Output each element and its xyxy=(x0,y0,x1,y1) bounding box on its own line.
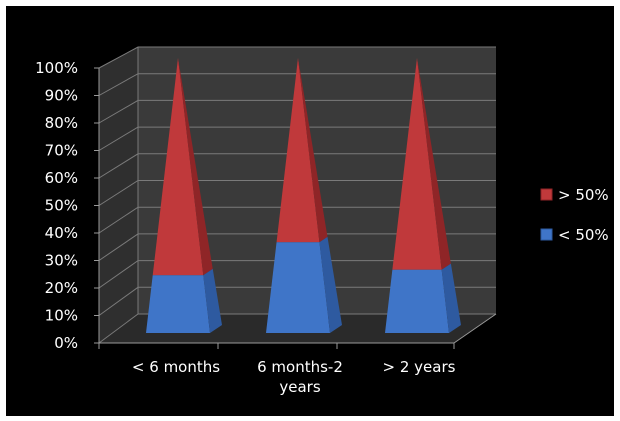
pyramid-upper-side xyxy=(178,58,213,276)
x-category-label: < 6 months xyxy=(132,358,220,376)
pyramids xyxy=(146,58,461,333)
y-tick-label: 100% xyxy=(35,59,78,77)
legend-label: < 50% xyxy=(558,226,609,244)
pyramid xyxy=(266,58,342,333)
pyramid-upper-front xyxy=(392,58,442,270)
x-category-label-line: 6 months-2 xyxy=(257,358,343,376)
pyramid-upper-front xyxy=(276,58,320,243)
x-category-label-line: < 6 months xyxy=(132,358,220,376)
y-tick-label: 30% xyxy=(45,252,78,270)
pyramid-upper-side xyxy=(417,58,451,270)
pyramid-chart: 0% 10% 20% 30% 40% 50% 60% 70% 80% 90% 100% < 6 mo… xyxy=(35,46,609,396)
pyramid-lower-side xyxy=(441,263,461,333)
pyramid-lower-front xyxy=(266,242,330,333)
y-tick-label: 80% xyxy=(45,114,78,132)
y-tick-label: 60% xyxy=(45,169,78,187)
y-tick-label: 20% xyxy=(45,279,78,297)
x-category-label: 6 months-2 years xyxy=(257,358,343,396)
x-category-label: > 2 years xyxy=(383,358,456,376)
x-category-label-line: years xyxy=(279,378,320,396)
pyramid xyxy=(385,58,461,333)
pyramid xyxy=(146,58,222,333)
pyramid-lower-front xyxy=(385,269,449,333)
pyramid-upper-side xyxy=(298,58,328,243)
y-tick-label: 10% xyxy=(45,307,78,325)
floor-edge xyxy=(453,313,497,344)
legend-swatch xyxy=(540,188,553,201)
legend-swatch xyxy=(540,228,553,241)
y-tick-label: 90% xyxy=(45,87,78,105)
pyramid-lower-side xyxy=(203,268,222,333)
y-tick-label: 70% xyxy=(45,142,78,160)
x-axis: < 6 months 6 months-2 years > 2 years xyxy=(98,313,497,396)
pyramid-lower-front xyxy=(146,275,210,333)
legend: > 50% < 50% xyxy=(540,186,609,244)
pyramid-lower-side xyxy=(319,236,342,333)
side-wall xyxy=(99,47,138,343)
pyramid-upper-front xyxy=(152,58,204,276)
y-tick-label: 50% xyxy=(45,197,78,215)
x-category-label-line: > 2 years xyxy=(383,358,456,376)
y-tick-label: 40% xyxy=(45,224,78,242)
y-axis-ticks: 0% 10% 20% 30% 40% 50% 60% 70% 80% 90% 100% xyxy=(35,59,99,352)
legend-label: > 50% xyxy=(558,186,609,204)
chart-frame: 0% 10% 20% 30% 40% 50% 60% 70% 80% 90% 100% < 6 mo… xyxy=(6,6,614,416)
y-tick-label: 0% xyxy=(54,334,78,352)
